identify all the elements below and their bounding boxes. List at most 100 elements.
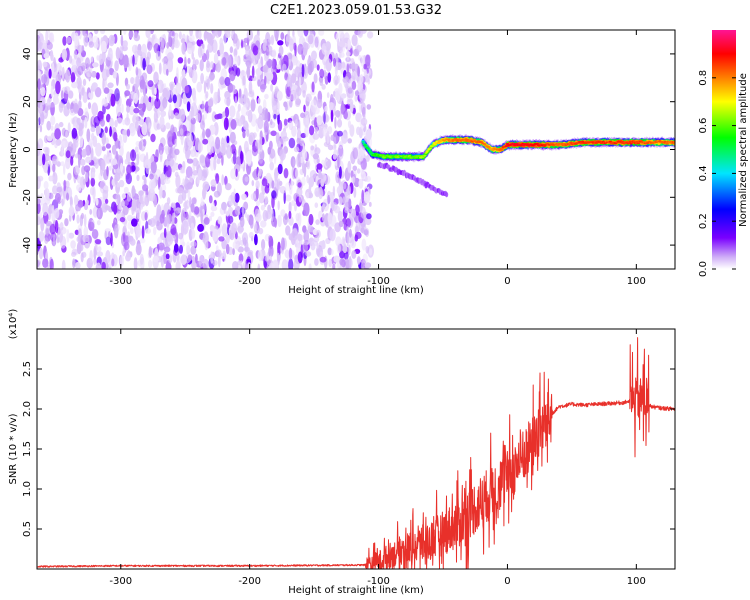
x-tick-label: -300 <box>109 276 132 287</box>
noise-speckle <box>111 144 117 155</box>
x-tick-label: -100 <box>367 576 390 587</box>
noise-speckle <box>291 54 296 60</box>
noise-speckle <box>106 53 113 61</box>
noise-speckle <box>58 209 64 215</box>
noise-speckle <box>278 45 284 56</box>
noise-speckle <box>250 193 256 201</box>
noise-speckle <box>158 176 161 191</box>
noise-speckle <box>136 207 141 220</box>
noise-speckle <box>297 182 302 188</box>
noise-speckle <box>337 154 340 169</box>
noise-speckle <box>262 209 269 222</box>
noise-speckle <box>201 100 205 113</box>
noise-speckle <box>216 249 222 258</box>
noise-speckle <box>46 41 53 50</box>
noise-speckle <box>65 36 72 44</box>
noise-speckle <box>270 208 274 222</box>
noise-speckle <box>108 165 112 171</box>
noise-speckle <box>357 66 361 77</box>
noise-speckle <box>180 38 186 44</box>
noise-speckle <box>39 211 43 218</box>
noise-speckle <box>327 212 333 225</box>
noise-speckle <box>39 124 43 133</box>
noise-speckle <box>58 101 64 113</box>
noise-speckle <box>212 228 219 242</box>
noise-speckle <box>250 98 256 112</box>
noise-speckle <box>263 120 269 133</box>
noise-speckle <box>142 57 146 71</box>
noise-speckle <box>95 72 100 80</box>
noise-speckle <box>51 62 55 75</box>
noise-speckle <box>147 41 153 51</box>
noise-speckle <box>264 185 270 194</box>
noise-speckle <box>160 110 167 117</box>
noise-speckle <box>233 48 238 58</box>
noise-speckle <box>40 87 46 97</box>
signal-mark <box>483 143 487 146</box>
noise-speckle <box>113 203 118 215</box>
noise-speckle <box>350 58 355 64</box>
noise-speckle <box>139 75 145 90</box>
noise-speckle <box>113 131 118 142</box>
noise-speckle <box>303 163 307 178</box>
noise-speckle <box>319 68 325 79</box>
noise-speckle <box>311 59 318 69</box>
noise-speckle <box>204 239 209 251</box>
noise-speckle <box>52 234 56 247</box>
noise-speckle <box>103 185 109 191</box>
noise-speckle <box>336 186 342 195</box>
noise-speckle <box>302 149 307 161</box>
noise-speckle <box>248 135 253 146</box>
noise-speckle <box>268 247 271 257</box>
noise-speckle <box>358 149 364 162</box>
noise-speckle <box>127 214 133 222</box>
noise-speckle <box>239 216 245 228</box>
noise-speckle <box>160 254 165 268</box>
noise-speckle <box>89 187 95 196</box>
noise-speckle <box>325 161 330 167</box>
noise-speckle <box>166 52 174 61</box>
noise-speckle <box>54 141 58 149</box>
noise-speckle <box>326 92 330 99</box>
noise-speckle <box>79 135 84 148</box>
y-tick-label: 2.5 <box>22 361 33 377</box>
noise-speckle <box>48 175 54 182</box>
noise-speckle <box>235 243 239 250</box>
noise-speckle <box>288 210 292 220</box>
noise-speckle <box>297 43 304 55</box>
noise-speckle <box>62 192 66 205</box>
noise-speckle <box>338 30 344 39</box>
noise-speckle <box>244 176 249 182</box>
noise-speckle <box>75 261 81 269</box>
noise-speckle <box>341 61 346 69</box>
noise-speckle <box>177 92 180 106</box>
noise-speckle <box>203 217 210 225</box>
noise-speckle <box>333 255 341 263</box>
noise-speckle <box>321 239 326 250</box>
noise-speckle <box>39 193 45 206</box>
x-tick-label: -100 <box>367 276 390 287</box>
noise-speckle <box>122 204 129 216</box>
noise-speckle <box>226 135 230 144</box>
noise-speckle <box>101 261 106 269</box>
noise-speckle <box>310 145 315 151</box>
noise-speckle <box>234 96 238 107</box>
noise-speckle <box>141 122 148 136</box>
x-tick-label: -200 <box>238 276 261 287</box>
noise-speckle <box>106 166 109 177</box>
noise-speckle <box>173 39 180 49</box>
noise-speckle <box>352 147 359 160</box>
noise-speckle <box>351 233 355 246</box>
noise-speckle <box>350 62 357 70</box>
noise-speckle <box>217 216 223 225</box>
noise-speckle <box>198 142 203 153</box>
noise-speckle <box>357 30 364 38</box>
noise-speckle <box>202 43 205 49</box>
noise-speckle <box>153 71 159 84</box>
noise-speckle <box>237 103 241 112</box>
noise-speckle <box>339 258 344 266</box>
noise-speckle <box>49 223 56 235</box>
noise-speckle <box>42 153 46 166</box>
noise-speckle <box>232 261 239 269</box>
noise-speckle <box>368 201 372 207</box>
